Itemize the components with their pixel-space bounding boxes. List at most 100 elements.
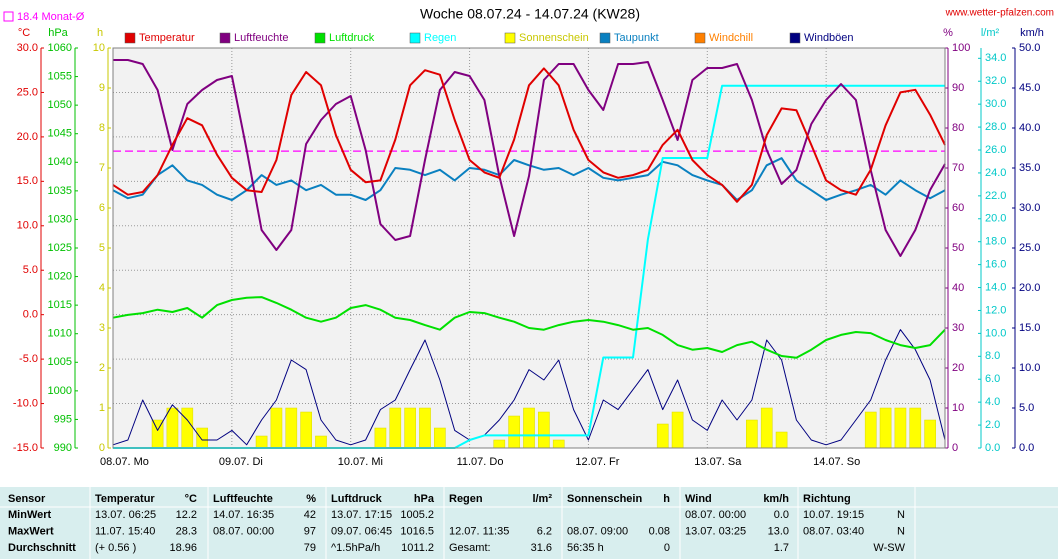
y-tick-label: 1035 bbox=[48, 185, 72, 197]
table-value: 0.0 bbox=[774, 509, 789, 521]
y-tick-label: 34.0 bbox=[985, 52, 1006, 64]
sun-bar bbox=[523, 407, 535, 449]
y-tick-label: 0.0 bbox=[1019, 442, 1034, 454]
y-tick-label: 15.0 bbox=[17, 175, 38, 187]
series-line bbox=[112, 296, 946, 359]
y-tick-label: 1055 bbox=[48, 70, 72, 82]
legend-label: Temperatur bbox=[139, 32, 195, 44]
legend-swatch bbox=[124, 32, 136, 44]
y-tick-label: 6 bbox=[99, 202, 105, 214]
y-tick-label: 18.0 bbox=[985, 236, 1006, 248]
y-tick-label: 26.0 bbox=[985, 144, 1006, 156]
table-time: 08.07. 09:00 bbox=[567, 525, 628, 537]
table-value: 79 bbox=[304, 542, 316, 554]
legend-label: Windchill bbox=[709, 32, 753, 44]
sun-bar bbox=[285, 407, 298, 449]
legend-label: Regen bbox=[424, 32, 456, 44]
series-line bbox=[112, 157, 946, 201]
y-tick-label: -5.0 bbox=[19, 353, 38, 365]
y-tick-label: 20.0 bbox=[1019, 282, 1040, 294]
table-value: 28.3 bbox=[176, 525, 197, 537]
sun-bar bbox=[315, 435, 327, 449]
legend-swatch bbox=[409, 32, 421, 44]
plot-border bbox=[112, 47, 946, 449]
table-time: (+ 0.56 ) bbox=[95, 542, 136, 554]
x-tick-label: 13.07. Sa bbox=[694, 456, 742, 468]
series-line bbox=[112, 67, 946, 203]
sun-bar bbox=[538, 411, 550, 449]
sun-bar bbox=[389, 407, 402, 449]
sun-bar bbox=[270, 407, 283, 449]
y-tick-label: 990 bbox=[54, 442, 72, 454]
mean-text: Monat-Ø bbox=[41, 11, 84, 23]
series-line bbox=[113, 59, 946, 257]
table-value: 6.2 bbox=[537, 525, 552, 537]
y-tick-label: 25.0 bbox=[1019, 242, 1040, 254]
y-tick-label: 1060 bbox=[48, 42, 72, 54]
table-header: Luftfeuchte bbox=[213, 493, 273, 505]
y-tick-label: 1015 bbox=[48, 299, 72, 311]
legend-label: Luftfeuchte bbox=[234, 32, 288, 44]
y-tick-label: 10.0 bbox=[985, 327, 1006, 339]
table-value: 0 bbox=[664, 542, 670, 554]
mean-icon bbox=[3, 11, 14, 22]
sun-bar bbox=[909, 407, 922, 449]
table-header: Luftdruck bbox=[331, 493, 383, 505]
table-row-label: Durchschnitt bbox=[8, 542, 76, 554]
sun-bar bbox=[255, 435, 268, 449]
y-tick-label: 100 bbox=[952, 42, 970, 54]
sun-bar bbox=[300, 411, 312, 449]
x-tick-label: 12.07. Fr bbox=[575, 456, 619, 468]
sun-bar bbox=[671, 411, 684, 449]
table-header-unit: hPa bbox=[414, 493, 435, 505]
y-tick-label: 5.0 bbox=[1019, 402, 1034, 414]
y-tick-label: 40 bbox=[952, 282, 964, 294]
table-value: 1005.2 bbox=[400, 509, 434, 521]
table-time: 08.07. 00:00 bbox=[685, 509, 746, 521]
table-header: Sonnenschein bbox=[567, 493, 642, 505]
axis-unit: % bbox=[943, 27, 953, 39]
y-tick-label: 22.0 bbox=[985, 190, 1006, 202]
table-value: 1.7 bbox=[774, 542, 789, 554]
y-tick-label: 2 bbox=[99, 362, 105, 374]
table-row-label: MinWert bbox=[8, 509, 52, 521]
table-header: Temperatur bbox=[95, 493, 155, 505]
y-tick-label: 5.0 bbox=[23, 264, 38, 276]
table-time: 08.07. 03:40 bbox=[803, 525, 864, 537]
table-row-label: MaxWert bbox=[8, 525, 54, 537]
sun-bar bbox=[894, 407, 907, 449]
y-tick-label: 995 bbox=[54, 413, 72, 425]
y-tick-label: 0 bbox=[99, 442, 105, 454]
axis-unit: h bbox=[97, 27, 103, 39]
y-tick-label: 12.0 bbox=[985, 304, 1006, 316]
table-time: 13.07. 03:25 bbox=[685, 525, 746, 537]
y-tick-label: 2.0 bbox=[985, 419, 1000, 431]
table-value: N bbox=[897, 525, 905, 537]
sun-bar bbox=[493, 439, 506, 449]
legend-swatch bbox=[504, 32, 516, 44]
y-tick-label: 1050 bbox=[48, 99, 72, 111]
y-tick-label: 4 bbox=[99, 282, 105, 294]
y-tick-label: 1025 bbox=[48, 242, 72, 254]
legend-swatch bbox=[694, 32, 706, 44]
table-time: 56:35 h bbox=[567, 542, 604, 554]
axis-unit: l/m² bbox=[981, 27, 1000, 39]
legend-label: Windböen bbox=[804, 32, 854, 44]
y-tick-label: 7 bbox=[99, 162, 105, 174]
y-tick-label: 30.0 bbox=[985, 98, 1006, 110]
series-line bbox=[112, 329, 946, 446]
table-value: 12.2 bbox=[176, 509, 197, 521]
y-tick-label: 32.0 bbox=[985, 75, 1006, 87]
y-tick-label: 30.0 bbox=[17, 42, 38, 54]
source: www.wetter-pfalzen.com bbox=[945, 8, 1054, 19]
sun-bar bbox=[864, 411, 877, 449]
y-tick-label: 20.0 bbox=[17, 131, 38, 143]
table-header-unit: l/m² bbox=[532, 493, 552, 505]
y-tick-label: 24.0 bbox=[985, 167, 1006, 179]
table-header: Sensor bbox=[8, 493, 46, 505]
y-tick-label: 16.0 bbox=[985, 259, 1006, 271]
y-tick-label: 10 bbox=[93, 42, 105, 54]
x-tick-label: 10.07. Mi bbox=[338, 456, 383, 468]
sun-bar bbox=[879, 407, 892, 449]
y-tick-label: 35.0 bbox=[1019, 162, 1040, 174]
